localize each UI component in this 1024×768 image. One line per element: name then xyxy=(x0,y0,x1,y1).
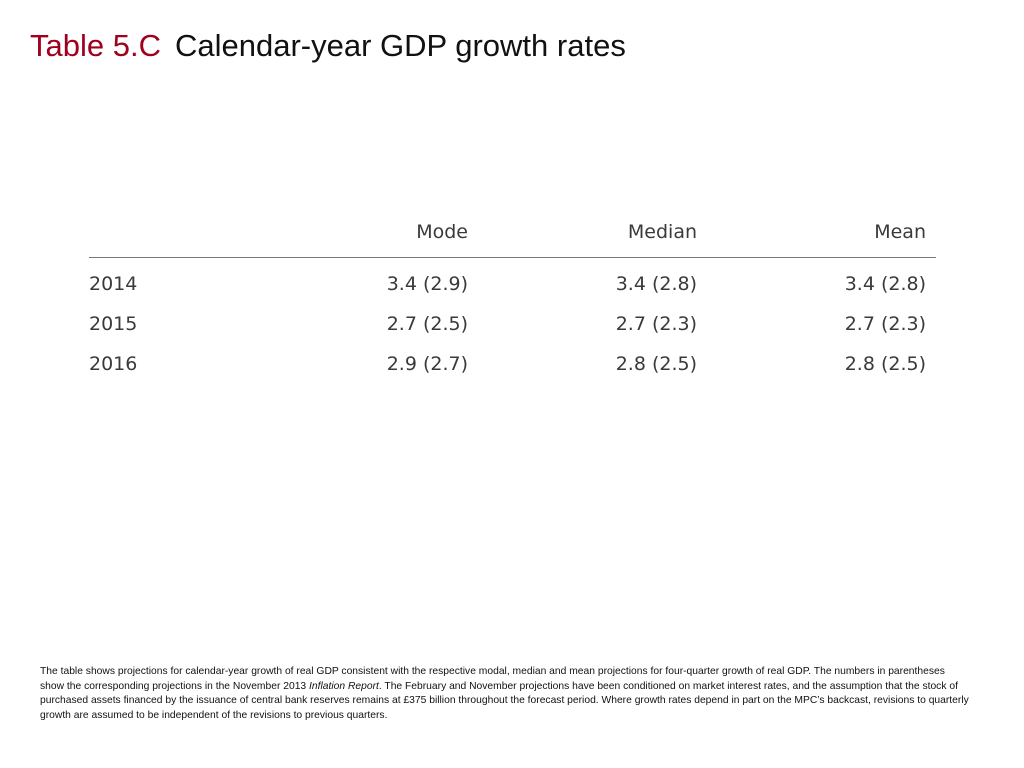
table-row: 2014 3.4 (2.9) 3.4 (2.8) 3.4 (2.8) xyxy=(89,258,936,305)
table-header: Mode Median Mean xyxy=(89,205,936,258)
median-value: 2.8 (2.5) xyxy=(615,353,697,375)
footnote-text-part2: . The February and November projections … xyxy=(40,680,969,721)
mean-value: 2.8 (2.5) xyxy=(844,353,926,375)
median-value: 2.7 (2.3) xyxy=(615,313,697,335)
header-median: Median xyxy=(478,205,707,258)
mean-value: 3.4 (2.8) xyxy=(844,273,926,295)
mean-value: 2.7 (2.3) xyxy=(844,313,926,335)
table-row: 2016 2.9 (2.7) 2.8 (2.5) 2.8 (2.5) xyxy=(89,344,936,384)
footnote-publication-title: Inflation Report xyxy=(309,680,379,692)
header-year-column xyxy=(89,205,249,258)
row-year: 2016 xyxy=(89,353,138,375)
row-year: 2014 xyxy=(89,273,138,295)
table-row: 2015 2.7 (2.5) 2.7 (2.3) 2.7 (2.3) xyxy=(89,304,936,344)
table-footnote: The table shows projections for calendar… xyxy=(40,665,970,723)
mode-value: 3.4 (2.9) xyxy=(386,273,468,295)
page-title: Table 5.C Calendar-year GDP growth rates xyxy=(30,26,626,66)
mode-value: 2.9 (2.7) xyxy=(386,353,468,375)
table-body: 2014 3.4 (2.9) 3.4 (2.8) 3.4 (2.8) 2015 … xyxy=(89,258,936,385)
row-year: 2015 xyxy=(89,313,138,335)
header-mode: Mode xyxy=(249,205,478,258)
table-number-label: Table 5.C xyxy=(30,28,161,63)
table-title-text: Calendar-year GDP growth rates xyxy=(174,28,626,63)
header-row: Mode Median Mean xyxy=(89,205,936,258)
gdp-growth-table: Mode Median Mean 2014 3.4 (2.9) 3.4 (2.8… xyxy=(89,205,936,384)
header-mean: Mean xyxy=(707,205,936,258)
mode-value: 2.7 (2.5) xyxy=(386,313,468,335)
footnote-text-part1: The table shows projections for calendar… xyxy=(40,666,945,692)
median-value: 3.4 (2.8) xyxy=(615,273,697,295)
